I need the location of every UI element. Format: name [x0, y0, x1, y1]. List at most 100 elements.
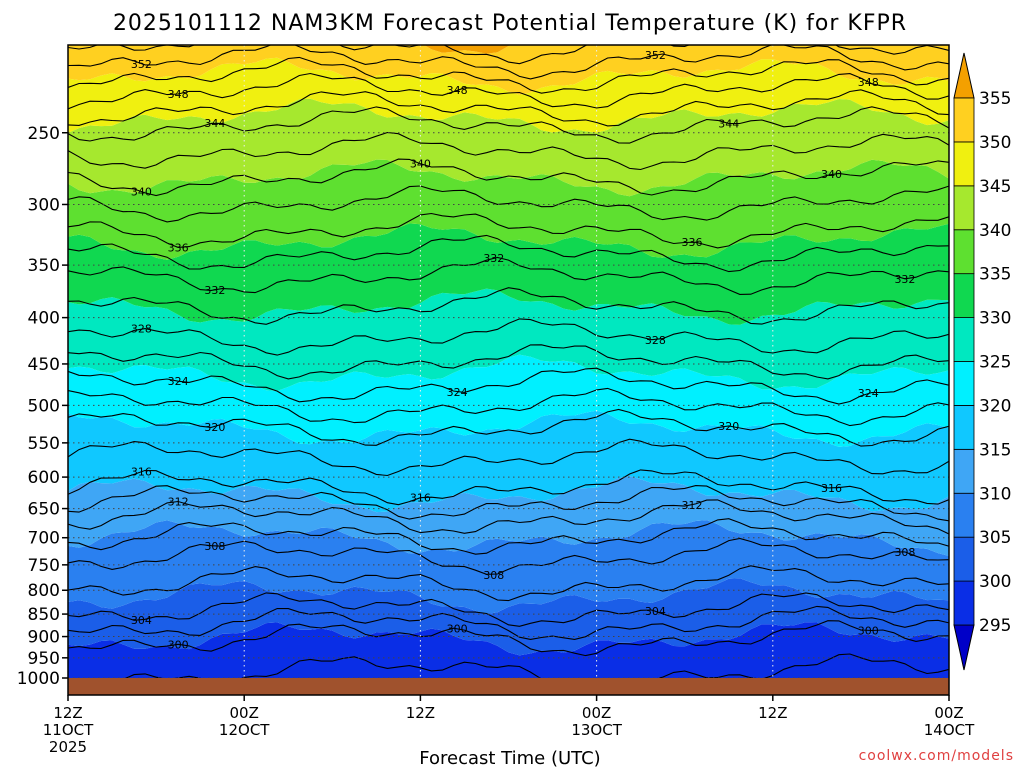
- contour-label-304: 304: [645, 605, 666, 618]
- isentrope-310: [68, 518, 949, 555]
- x-tick-label: 14OCT: [924, 721, 975, 739]
- colorbar-segment-310-315: [953, 448, 975, 494]
- contour-label-332: 332: [894, 273, 915, 286]
- x-tick-label: 2025: [49, 738, 87, 756]
- colorbar-label-300: 300: [979, 572, 1011, 592]
- isentrope-346: [68, 89, 949, 127]
- contour-label-332: 332: [204, 284, 225, 297]
- colorbar-segment-350-355: [953, 97, 975, 143]
- x-tick-label: 12OCT: [219, 721, 270, 739]
- theta-band-290-295: [68, 698, 949, 740]
- colorbar-segment-300-305: [953, 536, 975, 582]
- contour-label-308: 308: [483, 569, 504, 582]
- theta-band-345-350: [68, 57, 949, 134]
- x-tick-label: 12Z: [406, 704, 435, 722]
- contour-label-304: 304: [131, 614, 152, 627]
- colorbar-segment-345-350: [953, 141, 975, 187]
- isentrope-316: [68, 469, 949, 506]
- contour-label-328: 328: [645, 334, 666, 347]
- y-tick-label-450: 450: [28, 355, 60, 375]
- isentrope-336: [68, 212, 949, 249]
- x-tick-label: 00Z: [230, 704, 259, 722]
- isentrope-328: [68, 318, 949, 356]
- contour-label-320: 320: [718, 420, 739, 433]
- y-tick-label-750: 750: [28, 556, 60, 576]
- contour-label-340: 340: [821, 168, 842, 181]
- contour-label-344: 344: [204, 117, 225, 130]
- contour-label-312: 312: [168, 496, 189, 509]
- colorbar-label-325: 325: [979, 353, 1011, 373]
- colorbar-max-arrow: [953, 52, 975, 99]
- isentrope-318: [68, 438, 949, 477]
- isentrope-306: [68, 565, 949, 602]
- y-tick-label-500: 500: [28, 396, 60, 416]
- contour-label-300: 300: [858, 625, 879, 638]
- colorbar-label-335: 335: [979, 265, 1011, 285]
- contour-label-324: 324: [168, 375, 189, 388]
- theta-band-335-340: [68, 159, 949, 260]
- y-tick-label-550: 550: [28, 434, 60, 454]
- x-tick-label: 00Z: [934, 704, 963, 722]
- contour-label-316: 316: [410, 492, 431, 505]
- colorbar-segment-305-310: [953, 492, 975, 538]
- contour-label-308: 308: [894, 546, 915, 559]
- contour-label-352: 352: [645, 49, 666, 62]
- theta-band-315-320: [68, 410, 949, 513]
- colorbar-segment-315-320: [953, 405, 975, 450]
- contour-label-340: 340: [410, 158, 431, 171]
- y-tick-label-900: 900: [28, 628, 60, 648]
- contour-label-344: 344: [718, 117, 739, 130]
- isentrope-322: [68, 387, 949, 427]
- y-tick-label-800: 800: [28, 581, 60, 601]
- isentrope-298: [124, 653, 949, 678]
- colorbar-segment-325-330: [953, 317, 975, 362]
- colorbar-label-355: 355: [979, 89, 1011, 109]
- colorbar-label-295: 295: [979, 616, 1011, 636]
- colorbar-label-340: 340: [979, 221, 1011, 241]
- y-tick-label-850: 850: [28, 605, 60, 625]
- colorbar-label-345: 345: [979, 177, 1011, 197]
- colorbar-label-330: 330: [979, 309, 1011, 329]
- theta-band-355-360: [424, 45, 945, 54]
- isentrope-338: [68, 185, 949, 223]
- isentrope-312: [68, 499, 949, 535]
- contour-label-336: 336: [682, 236, 703, 249]
- contour-label-352: 352: [131, 58, 152, 71]
- y-tick-label-400: 400: [28, 309, 60, 329]
- contour-label-320: 320: [204, 421, 225, 434]
- y-tick-label-700: 700: [28, 529, 60, 549]
- x-tick-label: 00Z: [582, 704, 611, 722]
- contour-label-316: 316: [821, 482, 842, 495]
- x-tick-label: 12Z: [53, 704, 82, 722]
- colorbar-label-350: 350: [979, 133, 1011, 153]
- x-tick-label: 13OCT: [571, 721, 622, 739]
- isentrope-330: [68, 287, 949, 325]
- plot-area: [68, 45, 949, 740]
- y-tick-label-600: 600: [28, 468, 60, 488]
- contour-label-308: 308: [204, 540, 225, 553]
- contour-label-300: 300: [447, 622, 468, 635]
- contour-label-324: 324: [447, 386, 468, 399]
- isentrope-308: [68, 537, 949, 575]
- isentrope-340: [68, 158, 949, 197]
- y-tick-label-350: 350: [28, 256, 60, 276]
- contour-label-348: 348: [447, 84, 468, 97]
- contour-label-328: 328: [131, 323, 152, 336]
- theta-band-350-355: [68, 45, 949, 95]
- contour-label-300: 300: [168, 638, 189, 651]
- x-tick-label: 12Z: [758, 704, 787, 722]
- ground-strip: [68, 678, 949, 695]
- colorbar-min-arrow: [953, 624, 975, 671]
- y-tick-label-650: 650: [28, 500, 60, 520]
- colorbar-segment-295-300: [953, 580, 975, 626]
- x-axis-label: Forecast Time (UTC): [419, 748, 600, 768]
- plot-frame: [67, 44, 950, 696]
- theta-band-330-335: [68, 223, 949, 325]
- theta-band-310-315: [68, 476, 949, 556]
- isentrope-348: [68, 72, 949, 110]
- x-tick-label: 11OCT: [43, 721, 94, 739]
- y-tick-label-1000: 1000: [17, 669, 60, 689]
- isentrope-342: [68, 131, 949, 171]
- isentrope-344: [68, 106, 949, 144]
